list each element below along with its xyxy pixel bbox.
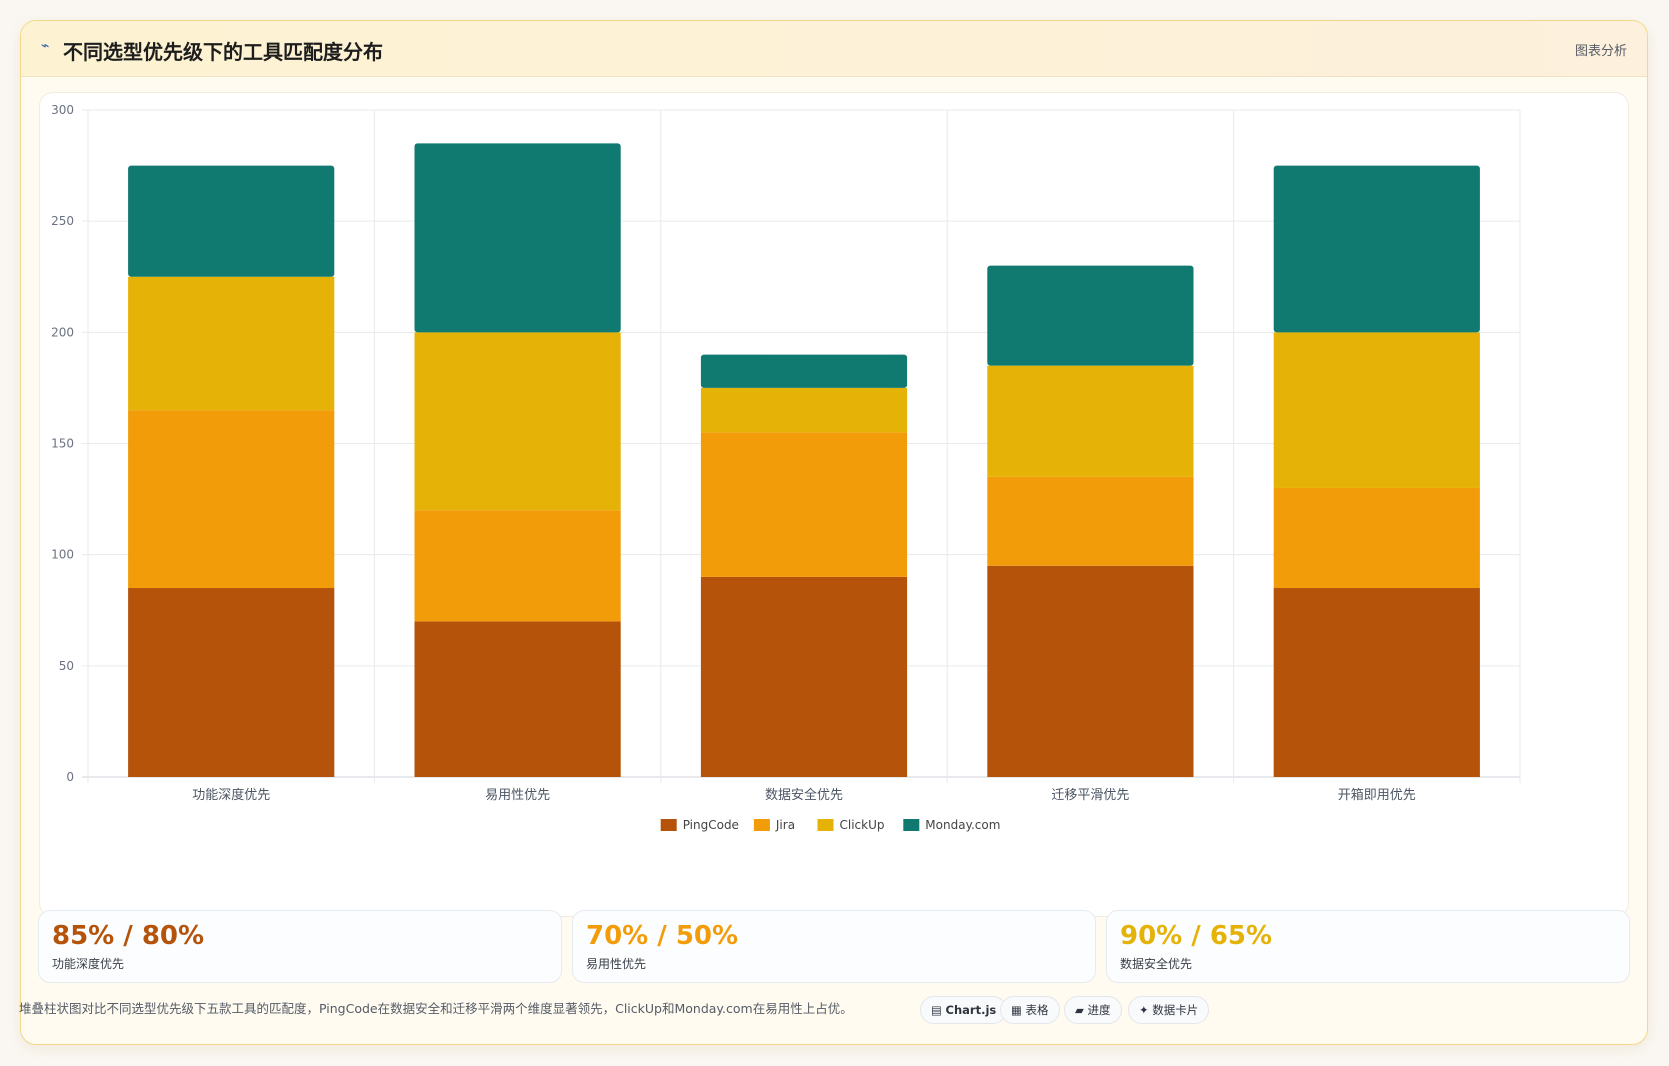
bar-segment — [700, 387, 908, 433]
chip-label: 数据卡片 — [1152, 1003, 1199, 1017]
x-category-label: 迁移平滑优先 — [1051, 788, 1129, 803]
chart-line-icon: ⌁ — [41, 38, 50, 54]
chart-container: 0 50 100 150 200 250 300 功能深度优先 易用性优先 数据安全优先 迁移平滑优… — [39, 92, 1629, 917]
x-category-label: 功能深度优先 — [192, 787, 270, 803]
chip-progress[interactable]: ▰ 进度 — [1064, 996, 1122, 1024]
y-tick-label: 300 — [51, 103, 74, 117]
stat-label: 数据安全优先 — [1120, 957, 1193, 971]
bar-segment — [128, 410, 335, 589]
bar-segment — [700, 354, 908, 388]
bar-segment — [700, 432, 908, 577]
bar-segment — [1273, 487, 1480, 589]
chip-chartjs[interactable]: ▤ Chart.js — [920, 996, 1008, 1024]
bar-segment — [987, 476, 1194, 566]
bar-segment — [128, 165, 335, 277]
bar-segment — [987, 365, 1194, 477]
chip-label: 表格 — [1025, 1003, 1049, 1017]
y-tick-label: 150 — [51, 437, 74, 451]
stat-value: 70% / 50% — [586, 921, 739, 951]
bar-segment — [414, 621, 621, 777]
chart-icon: ▤ — [931, 1003, 942, 1017]
page-title: 不同选型优先级下的工具匹配度分布 — [63, 40, 383, 64]
bar-segment — [987, 565, 1194, 777]
card-header: ⌁ 不同选型优先级下的工具匹配度分布 图表分析 — [21, 21, 1647, 77]
legend-swatch — [903, 819, 920, 831]
x-category-label: 开箱即用优先 — [1338, 787, 1416, 803]
y-tick-label: 0 — [66, 770, 74, 784]
bar-segment — [700, 576, 908, 777]
chip-label: 进度 — [1087, 1003, 1111, 1017]
stat-card-2: 70% / 50% 易用性优先 — [572, 910, 1096, 983]
legend-swatch — [660, 819, 677, 831]
chip-table[interactable]: ▦ 表格 — [1000, 996, 1060, 1024]
bar-segment — [1273, 588, 1480, 777]
legend-swatch — [817, 819, 834, 831]
progress-icon: ▰ — [1075, 1003, 1084, 1017]
stat-label: 功能深度优先 — [52, 957, 125, 971]
bar-segment — [987, 265, 1194, 366]
stat-value: 85% / 80% — [52, 921, 205, 951]
legend-swatch — [753, 819, 770, 831]
y-tick-label: 100 — [51, 548, 74, 562]
chip-label: Chart.js — [945, 1003, 997, 1017]
legend-label: ClickUp — [840, 818, 885, 832]
stat-value: 90% / 65% — [1120, 921, 1273, 951]
chart-description: 堆叠柱状图对比不同选型优先级下五款工具的匹配度，PingCode在数据安全和迁移… — [19, 1001, 853, 1016]
y-tick-label: 50 — [59, 659, 74, 673]
legend-label: Monday.com — [925, 818, 1000, 832]
stat-card-1: 85% / 80% 功能深度优先 — [38, 910, 562, 983]
bar-segment — [128, 588, 335, 777]
legend-label: PingCode — [683, 818, 739, 832]
stacked-bar-chart: 0 50 100 150 200 250 300 功能深度优先 易用性优先 数据安全优先 迁移平滑优… — [51, 103, 1521, 832]
legend-label: Jira — [775, 818, 795, 832]
x-category-label: 数据安全优先 — [765, 787, 843, 803]
bar-segment — [414, 143, 621, 333]
sparkle-icon: ✦ — [1139, 1003, 1149, 1017]
bar-segment — [1273, 165, 1480, 333]
stat-card-3: 90% / 65% 数据安全优先 — [1106, 910, 1630, 983]
y-tick-label: 250 — [51, 214, 74, 228]
chart-analysis-link[interactable]: 图表分析 — [1574, 44, 1627, 59]
y-tick-label: 200 — [51, 325, 74, 339]
table-icon: ▦ — [1011, 1003, 1022, 1017]
bar-segment — [1273, 332, 1480, 488]
bar-segment — [414, 332, 621, 511]
bar-segment — [414, 510, 621, 622]
x-category-label: 易用性优先 — [485, 788, 550, 803]
stat-label: 易用性优先 — [586, 957, 647, 971]
chip-data-card[interactable]: ✦ 数据卡片 — [1128, 996, 1210, 1024]
bar-segment — [128, 276, 335, 411]
